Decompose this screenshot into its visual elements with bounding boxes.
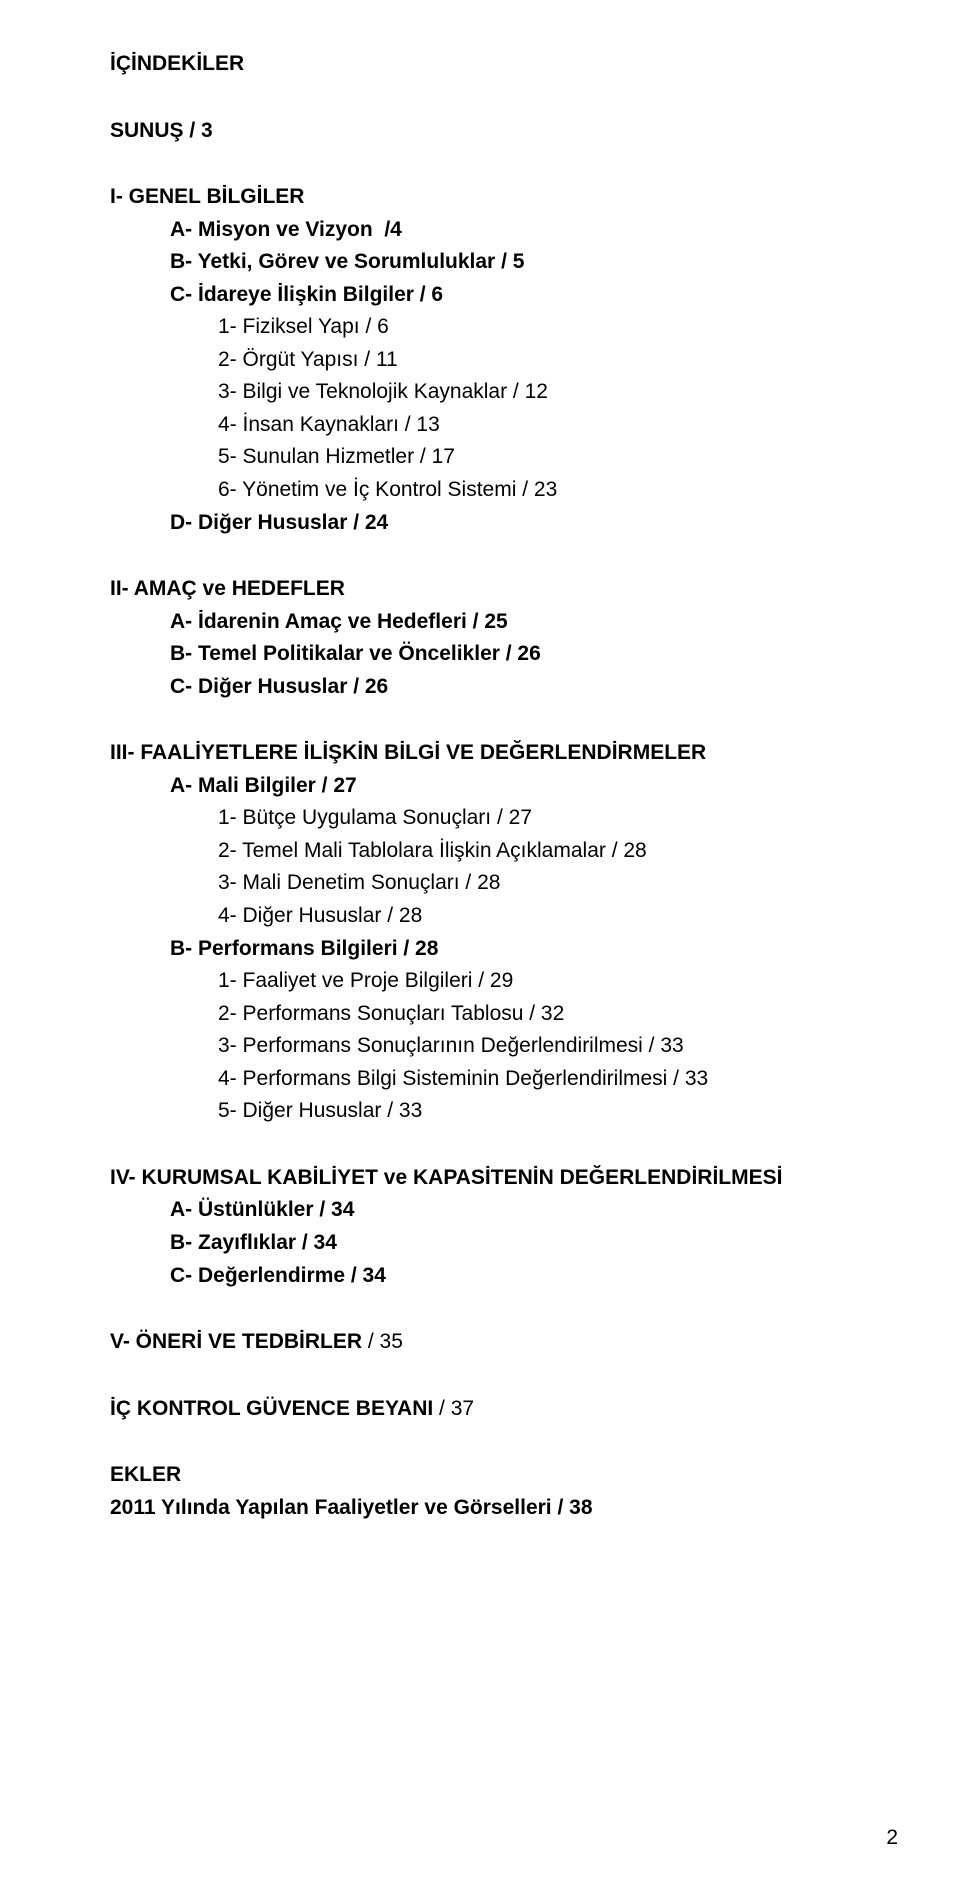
toc-sec5: V- ÖNERİ VE TEDBİRLER / 35 xyxy=(110,1326,850,1359)
toc-sec1-c6: 6- Yönetim ve İç Kontrol Sistemi / 23 xyxy=(110,474,850,507)
toc-ekler-head: EKLER xyxy=(110,1459,850,1492)
toc-sec3-b: B- Performans Bilgileri / 28 xyxy=(110,933,850,966)
toc-sec6: İÇ KONTROL GÜVENCE BEYANI / 37 xyxy=(110,1393,850,1426)
toc-sec1-head: I- GENEL BİLGİLER xyxy=(110,181,850,214)
toc-sec3-b1: 1- Faaliyet ve Proje Bilgileri / 29 xyxy=(110,965,850,998)
toc-title: İÇİNDEKİLER xyxy=(110,48,850,81)
toc-sec4-a: A- Üstünlükler / 34 xyxy=(110,1194,850,1227)
toc-sec3-a3: 3- Mali Denetim Sonuçları / 28 xyxy=(110,867,850,900)
toc-sec3-b3: 3- Performans Sonuçlarının Değerlendiril… xyxy=(110,1030,850,1063)
toc-sec1-d: D- Diğer Hususlar / 24 xyxy=(110,507,850,540)
toc-sec4-head: IV- KURUMSAL KABİLİYET ve KAPASİTENİN DE… xyxy=(110,1162,850,1195)
toc-sec2-head: II- AMAÇ ve HEDEFLER xyxy=(110,573,850,606)
toc-sunus: SUNUŞ / 3 xyxy=(110,115,850,148)
toc-sec2-c: C- Diğer Hususlar / 26 xyxy=(110,671,850,704)
toc-sec5-bold: V- ÖNERİ VE TEDBİRLER xyxy=(110,1330,362,1353)
toc-sec1-c3: 3- Bilgi ve Teknolojik Kaynaklar / 12 xyxy=(110,376,850,409)
toc-sec1-c1: 1- Fiziksel Yapı / 6 xyxy=(110,311,850,344)
toc-sec3-head: III- FAALİYETLERE İLİŞKİN BİLGİ VE DEĞER… xyxy=(110,737,850,770)
toc-sec6-bold: İÇ KONTROL GÜVENCE BEYANI xyxy=(110,1397,433,1420)
toc-sec5-rest: / 35 xyxy=(362,1330,403,1353)
toc-sec3-b5: 5- Diğer Hususlar / 33 xyxy=(110,1095,850,1128)
toc-sec3-a1: 1- Bütçe Uygulama Sonuçları / 27 xyxy=(110,802,850,835)
page-number: 2 xyxy=(886,1826,898,1850)
toc-ekler-line: 2011 Yılında Yapılan Faaliyetler ve Görs… xyxy=(110,1492,850,1525)
toc-sec1-c5: 5- Sunulan Hizmetler / 17 xyxy=(110,441,850,474)
toc-sec3-b2: 2- Performans Sonuçları Tablosu / 32 xyxy=(110,998,850,1031)
toc-sec2-a: A- İdarenin Amaç ve Hedefleri / 25 xyxy=(110,606,850,639)
toc-sec3-a: A- Mali Bilgiler / 27 xyxy=(110,770,850,803)
toc-sec1-a: A- Misyon ve Vizyon /4 xyxy=(110,214,850,247)
toc-sec1-c: C- İdareye İlişkin Bilgiler / 6 xyxy=(110,279,850,312)
toc-sec4-c: C- Değerlendirme / 34 xyxy=(110,1260,850,1293)
toc-sec1-c4: 4- İnsan Kaynakları / 13 xyxy=(110,409,850,442)
toc-sec4-b: B- Zayıflıklar / 34 xyxy=(110,1227,850,1260)
toc-sec1-b: B- Yetki, Görev ve Sorumluluklar / 5 xyxy=(110,246,850,279)
toc-sec1-c2: 2- Örgüt Yapısı / 11 xyxy=(110,344,850,377)
toc-sec6-rest: / 37 xyxy=(433,1397,474,1420)
toc-sec3-a2: 2- Temel Mali Tablolara İlişkin Açıklama… xyxy=(110,835,850,868)
toc-sec3-b4: 4- Performans Bilgi Sisteminin Değerlend… xyxy=(110,1063,850,1096)
toc-sec2-b: B- Temel Politikalar ve Öncelikler / 26 xyxy=(110,638,850,671)
document-page: İÇİNDEKİLER SUNUŞ / 3 I- GENEL BİLGİLER … xyxy=(0,0,960,1878)
toc-sec3-a4: 4- Diğer Hususlar / 28 xyxy=(110,900,850,933)
